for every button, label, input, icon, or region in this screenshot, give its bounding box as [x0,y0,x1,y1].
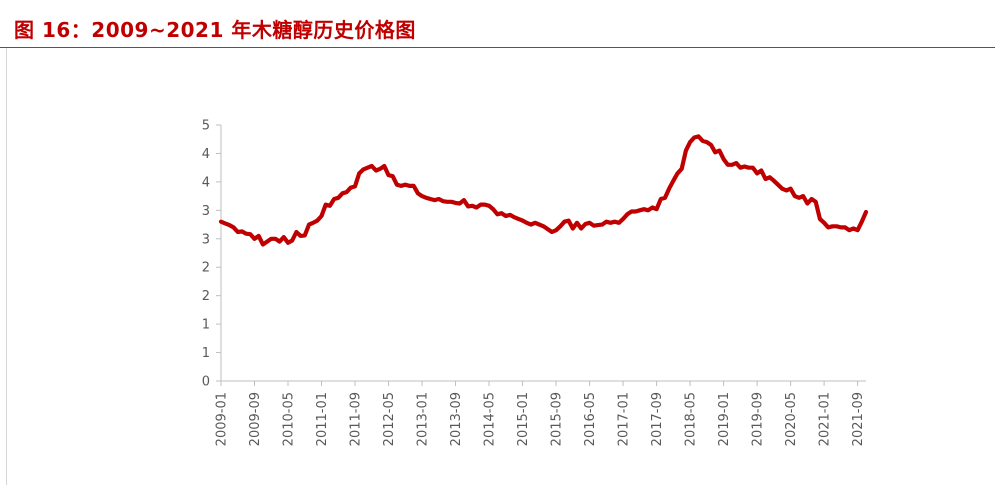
x-tick-label: 2017-01 [617,392,632,446]
x-tick-label: 2013-01 [416,392,431,446]
y-tick-label: 3 [202,204,210,219]
x-tick-label: 2015-09 [550,392,565,446]
x-tick-label: 2021-01 [818,392,833,446]
x-tick-label: 2015-01 [516,392,531,446]
y-tick-label: 3 [202,232,210,247]
title-divider [0,47,995,48]
y-axis: 0 1 1 2 2 3 3 4 4 5 [202,119,222,390]
left-border [6,48,7,485]
x-tick-label: 2013-09 [449,392,464,446]
y-tick-label: 5 [202,119,210,134]
y-tick-label: 1 [202,318,210,333]
y-tick-label: 2 [202,261,210,276]
x-tick-label: 2019-09 [751,392,766,446]
y-tick-label: 4 [202,175,210,190]
x-tick-label: 2020-05 [784,392,799,446]
x-tick-label: 2021-09 [851,392,866,446]
x-tick-label: 2018-05 [684,392,699,446]
x-tick-label: 2011-09 [349,392,364,446]
x-tick-label: 2019-01 [717,392,732,446]
y-tick-label: 0 [202,375,210,390]
x-tick-label: 2011-01 [315,392,330,446]
x-tick-label: 2012-05 [382,392,397,446]
x-axis: 2009-01 2009-09 2010-05 2011-01 2011-09 2012-… [215,380,866,446]
y-tick-label: 1 [202,346,210,361]
y-tick-label: 4 [202,147,210,162]
x-tick-label: 2009-01 [215,392,230,446]
x-tick-label: 2014-05 [483,392,498,446]
y-tick-label: 2 [202,289,210,304]
x-tick-label: 2009-09 [248,392,263,446]
series-group [218,134,869,247]
x-tick-label: 2016-05 [583,392,598,446]
price-series-line [218,134,869,247]
x-tick-label: 2010-05 [282,392,297,446]
x-tick-label: 2017-09 [650,392,665,446]
figure-title: 图 16：2009~2021 年木糖醇历史价格图 [14,18,416,42]
